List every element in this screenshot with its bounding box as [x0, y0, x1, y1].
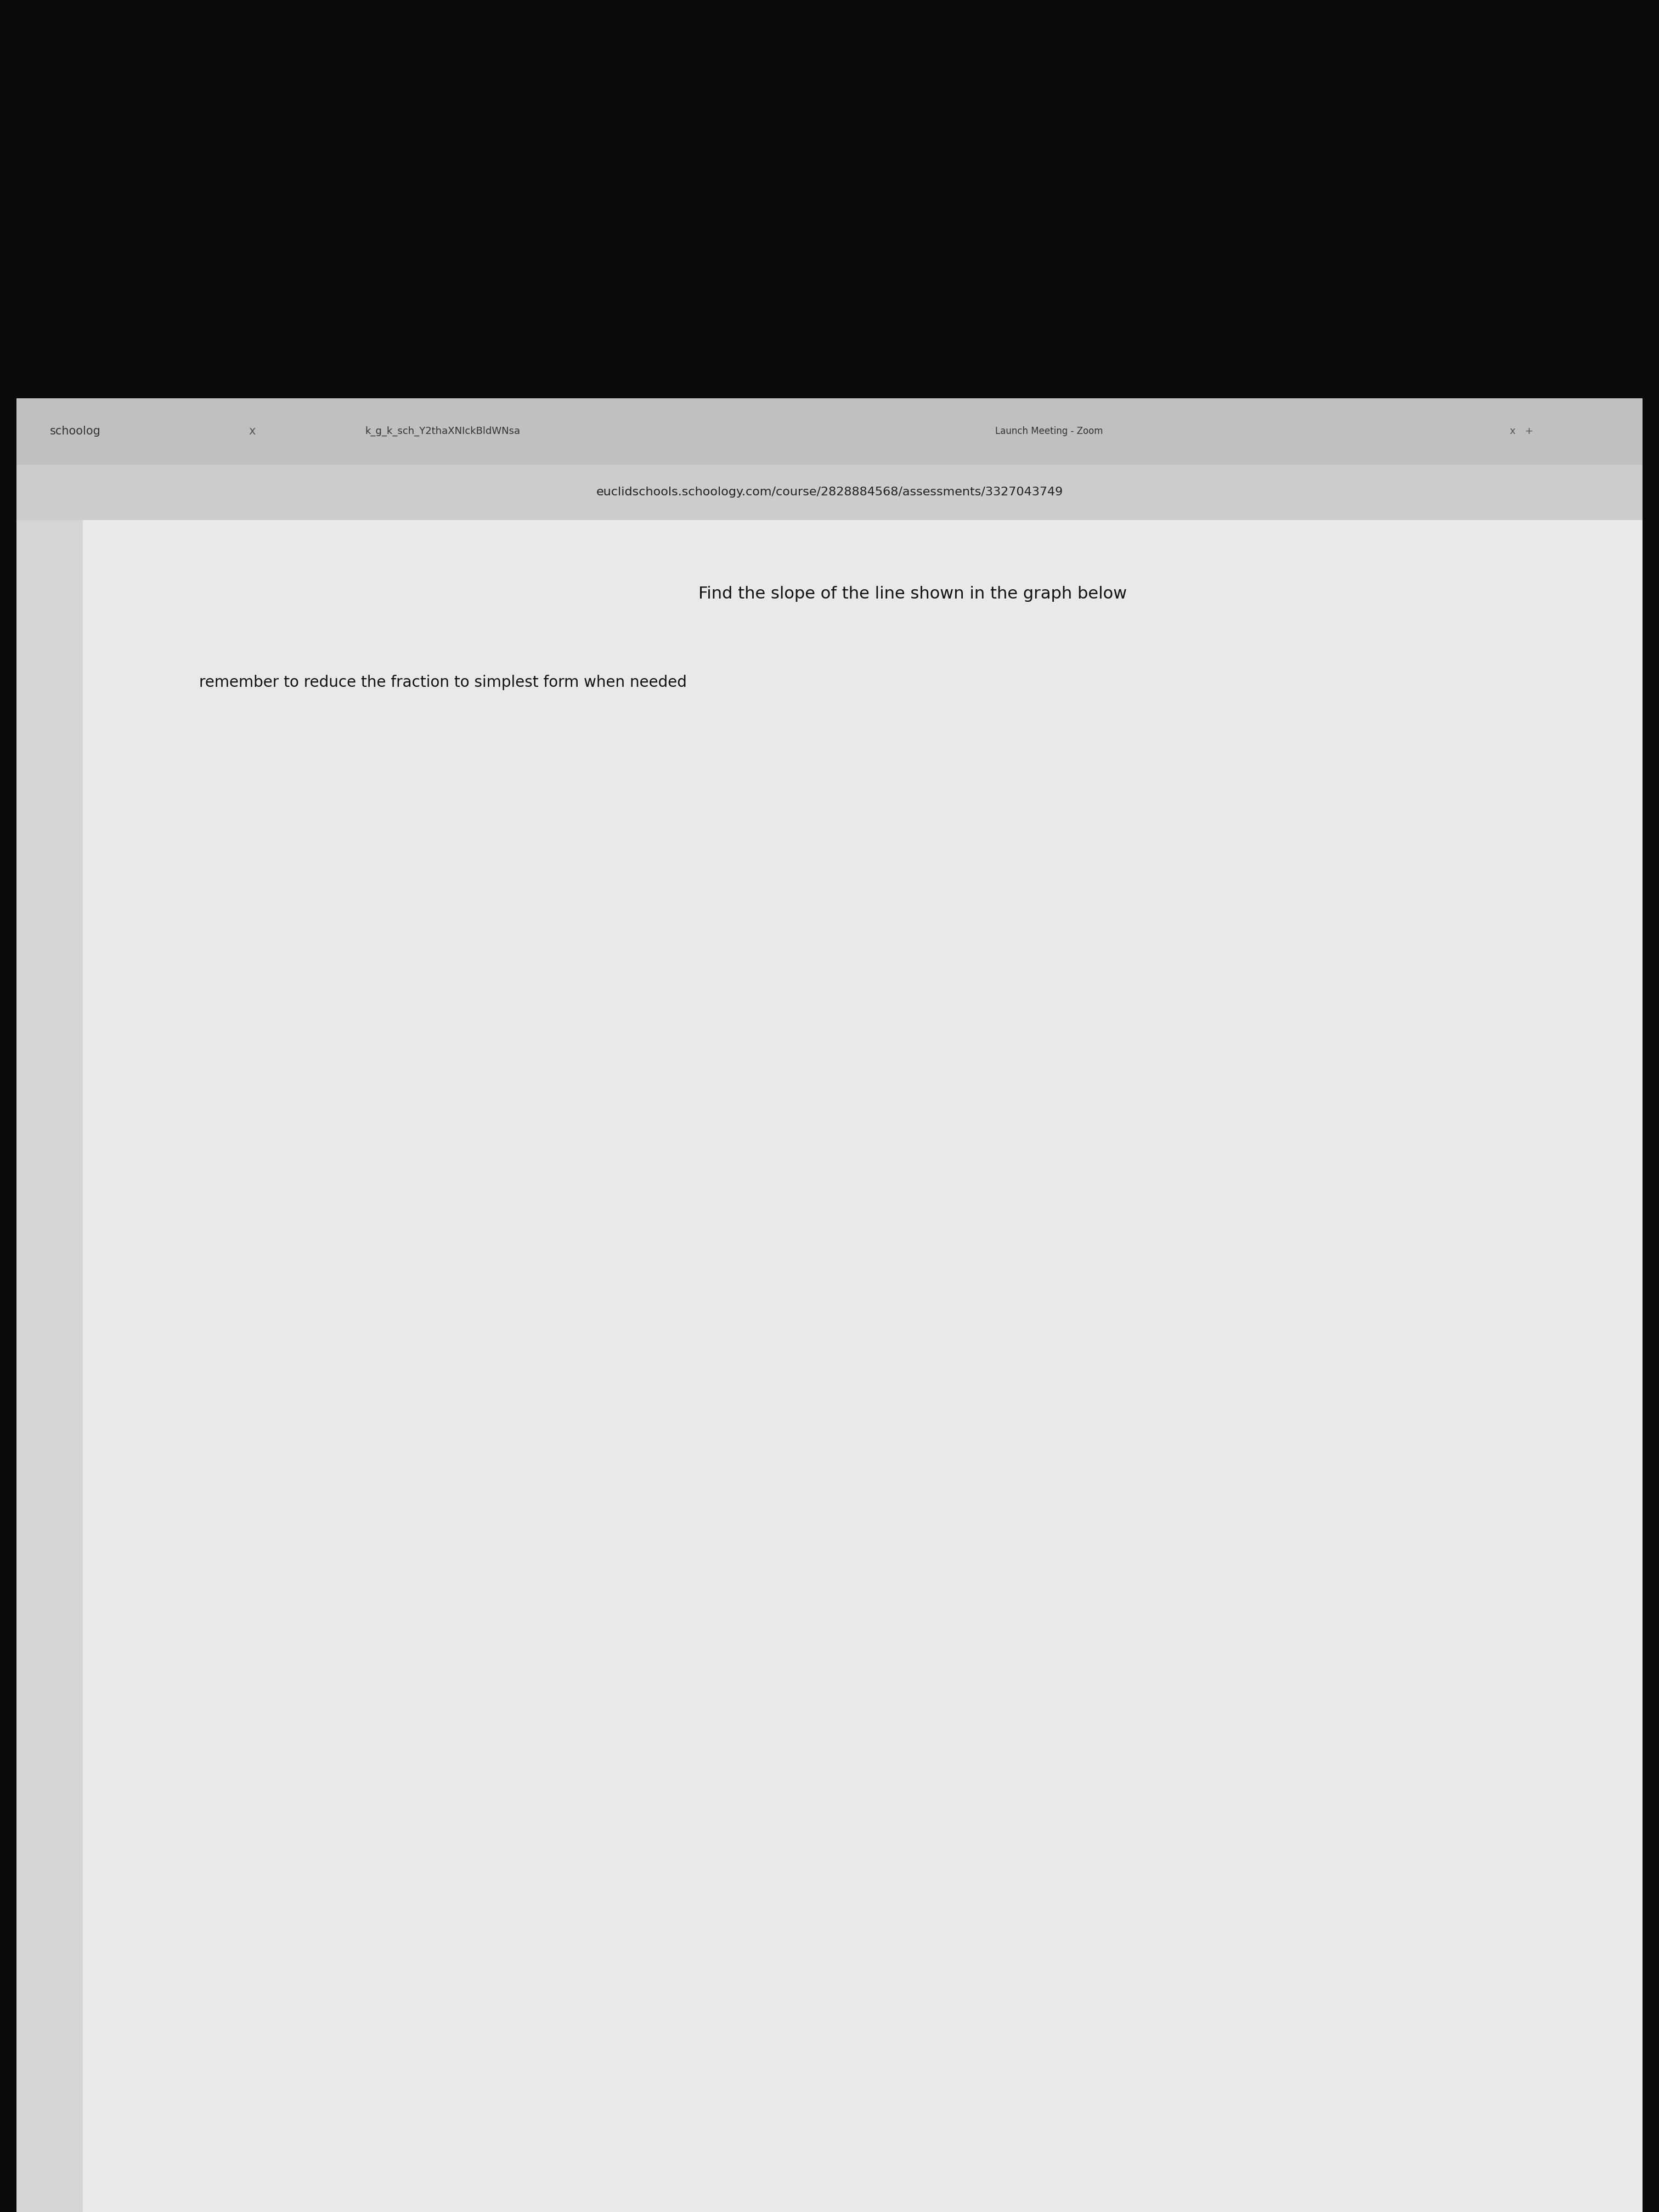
Text: Launch Meeting - Zoom: Launch Meeting - Zoom — [995, 427, 1103, 436]
Text: −4: −4 — [473, 1577, 494, 1590]
Text: −6: −6 — [284, 1577, 304, 1590]
Text: 7: 7 — [1521, 1577, 1531, 1590]
Text: 5: 5 — [1332, 1577, 1340, 1590]
Text: 3: 3 — [1143, 1577, 1151, 1590]
Text: x: x — [249, 427, 255, 436]
Text: 7: 7 — [839, 1000, 848, 1013]
Text: 2: 2 — [1048, 1577, 1057, 1590]
Text: −3: −3 — [567, 1577, 589, 1590]
Text: 6: 6 — [1427, 1577, 1437, 1590]
Text: schoolog: schoolog — [50, 427, 101, 436]
Text: 3: 3 — [839, 1316, 848, 1329]
Text: y: y — [886, 956, 898, 973]
Text: 4: 4 — [1238, 1577, 1246, 1590]
Text: −6: −6 — [828, 2026, 848, 2039]
Text: −2: −2 — [664, 1577, 684, 1590]
Text: −5: −5 — [828, 1949, 848, 1962]
Text: −7: −7 — [189, 1577, 209, 1590]
Text: remember to reduce the fraction to simplest form when needed: remember to reduce the fraction to simpl… — [199, 675, 687, 690]
Text: −7: −7 — [828, 2106, 848, 2119]
Text: 6: 6 — [839, 1079, 848, 1093]
Text: −4: −4 — [828, 1869, 848, 1882]
Text: −3: −3 — [828, 1790, 848, 1803]
Text: 1: 1 — [839, 1473, 848, 1486]
Text: k_g_k_sch_Y2thaXNIckBldWNsa: k_g_k_sch_Y2thaXNIckBldWNsa — [365, 427, 521, 436]
Text: f: f — [1478, 1369, 1485, 1385]
Text: −1: −1 — [758, 1577, 778, 1590]
Text: −5: −5 — [378, 1577, 398, 1590]
Text: Find the slope of the line shown in the graph below: Find the slope of the line shown in the … — [698, 586, 1126, 602]
Text: 5: 5 — [839, 1157, 848, 1170]
Text: 4: 4 — [839, 1237, 848, 1250]
Text: x: x — [1583, 1588, 1593, 1606]
Text: 2: 2 — [839, 1396, 848, 1409]
Text: −2: −2 — [828, 1710, 848, 1723]
Text: 1: 1 — [954, 1577, 962, 1590]
Text: −1: −1 — [828, 1632, 848, 1646]
Text: x   +: x + — [1510, 427, 1533, 436]
Text: euclidschools.schoology.com/course/2828884568/assessments/3327043749: euclidschools.schoology.com/course/28288… — [596, 487, 1063, 498]
